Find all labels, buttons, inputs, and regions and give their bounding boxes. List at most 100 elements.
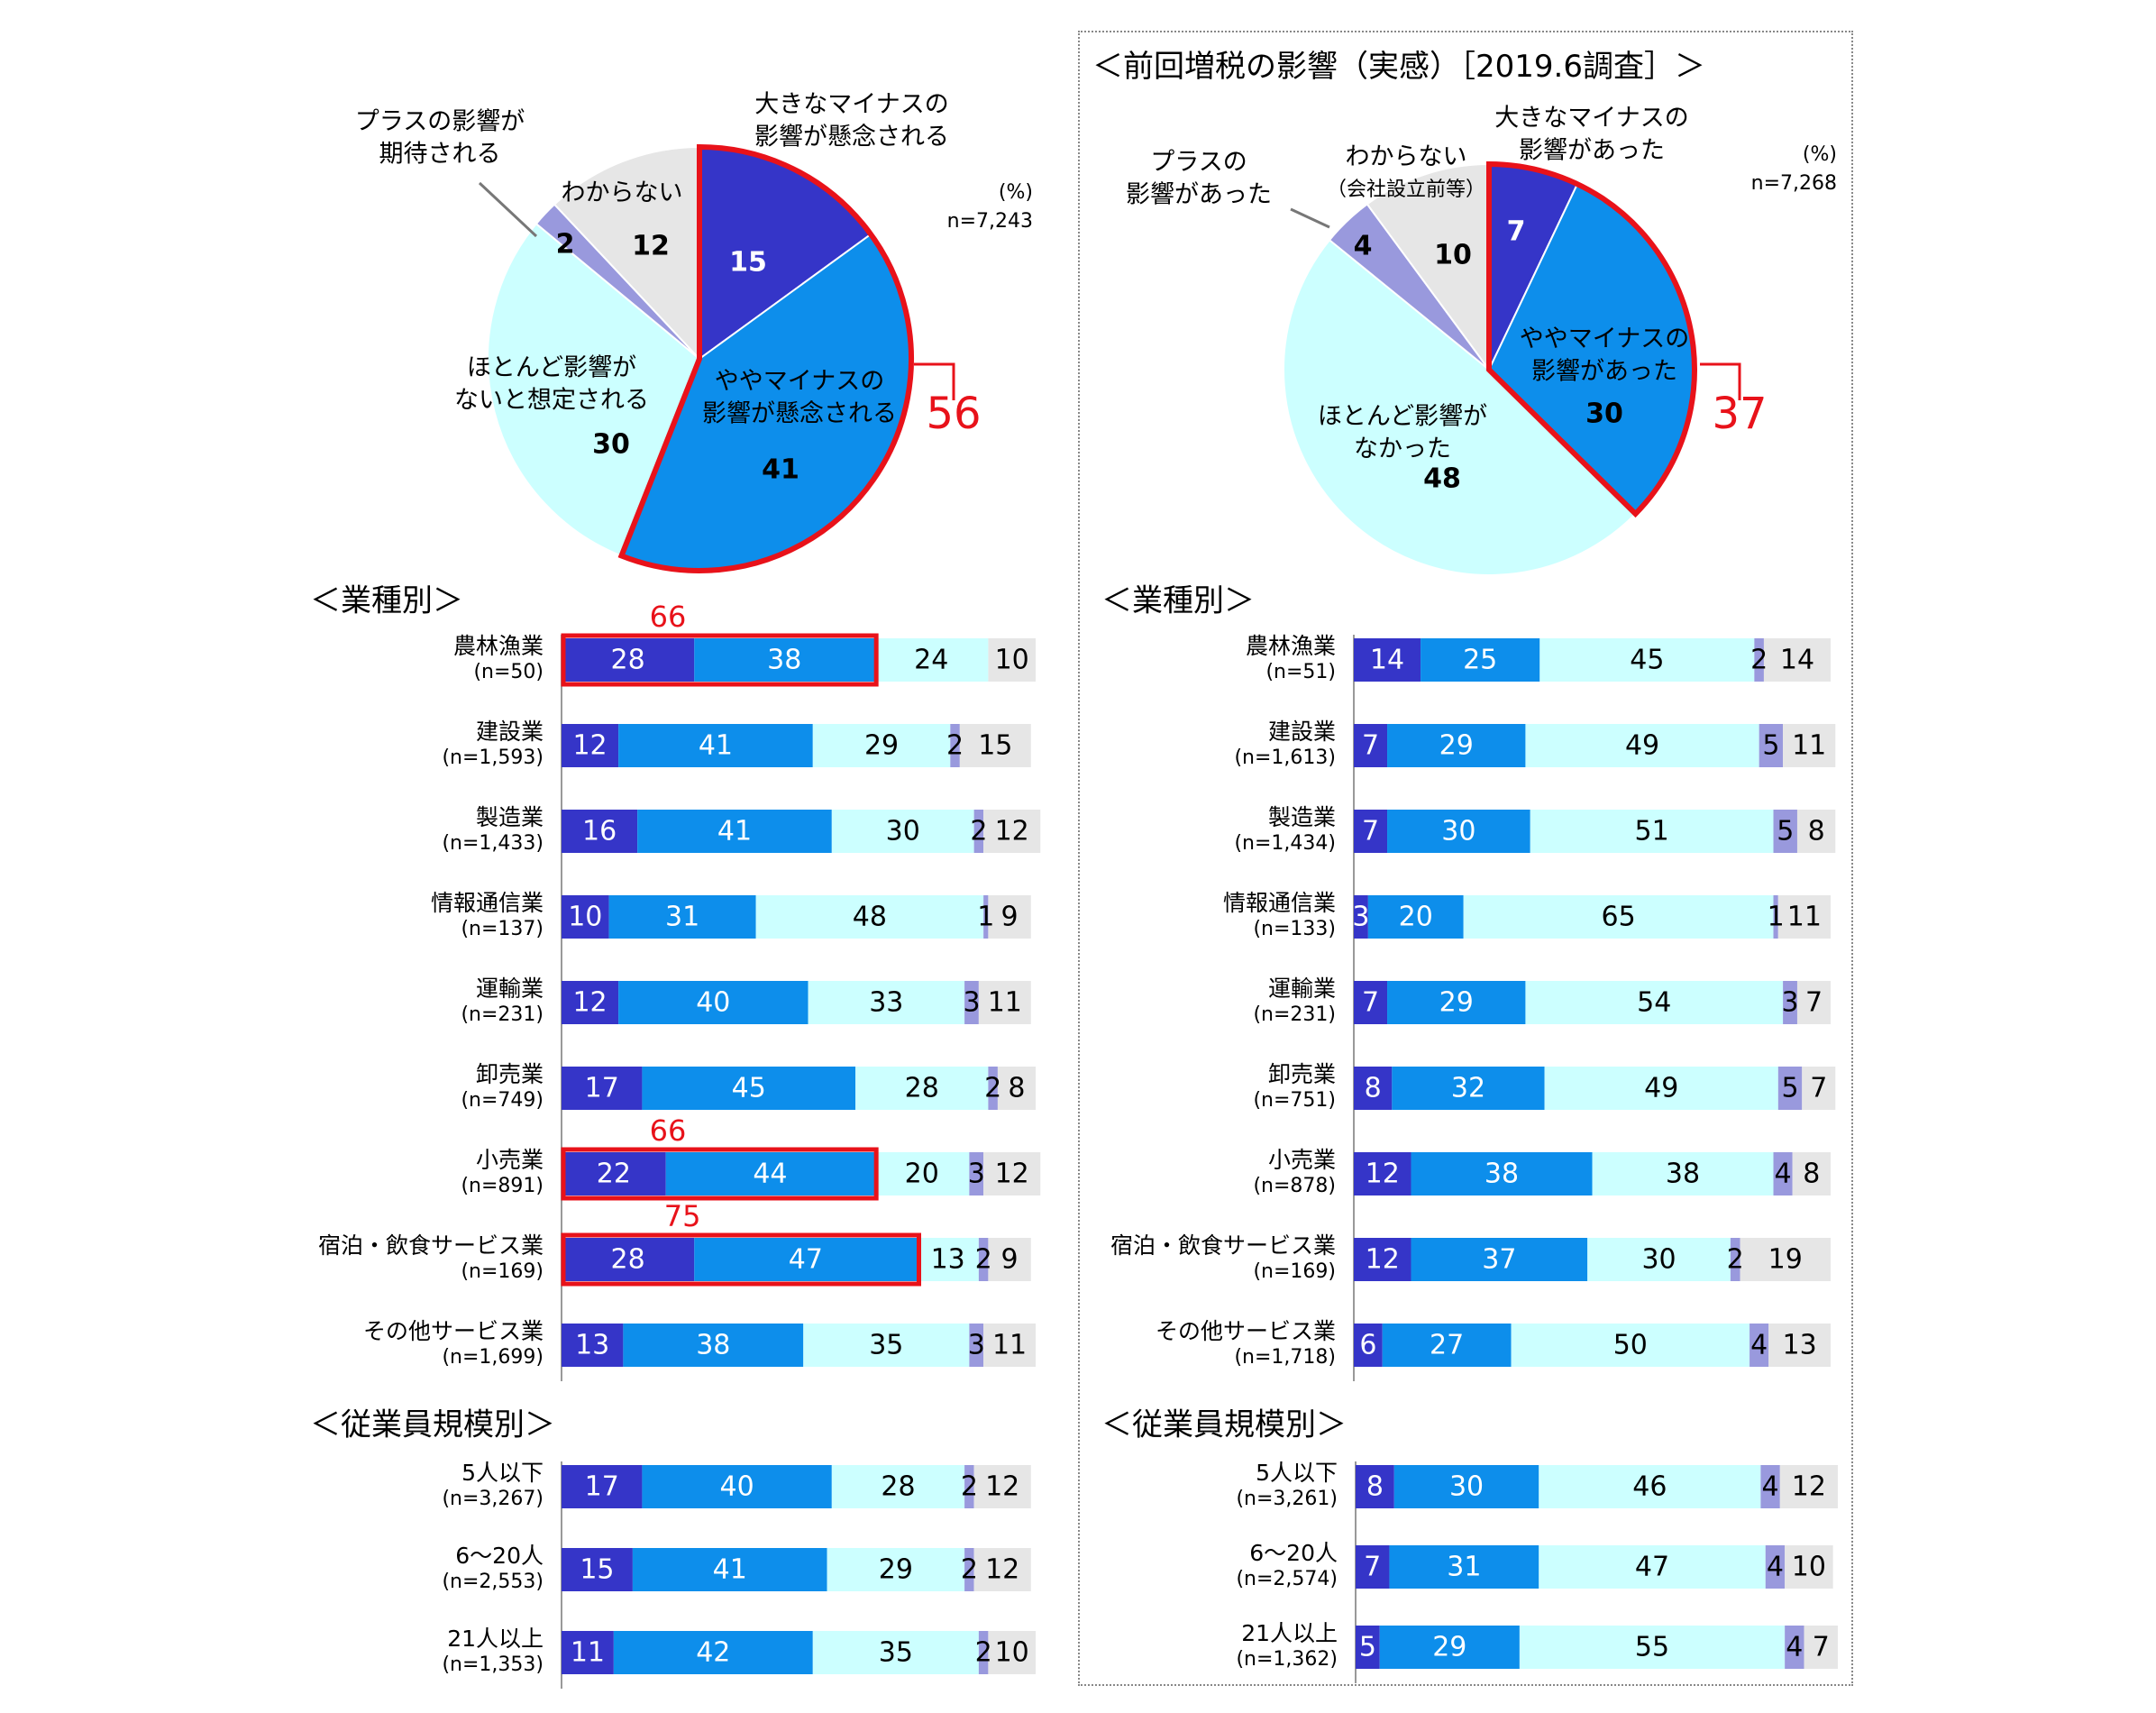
bar-value: 14 xyxy=(1370,645,1404,676)
bar-segment xyxy=(1777,1067,1803,1110)
bar-value: 29 xyxy=(864,730,899,762)
bar-segment xyxy=(1802,1067,1836,1110)
bar-segment xyxy=(1354,981,1388,1024)
bar-value: 3 xyxy=(968,1330,985,1361)
bar-segment xyxy=(1785,1626,1804,1669)
bar-value: 27 xyxy=(1430,1330,1464,1361)
pie-label-none: ほとんど影響が xyxy=(467,354,636,382)
section-title: ＜業種別＞ xyxy=(1101,583,1255,619)
bar-segment xyxy=(562,1548,633,1591)
bar-segment xyxy=(964,981,979,1024)
bar-value: 30 xyxy=(1449,1471,1484,1503)
bar-segment xyxy=(988,638,1036,682)
pie-label-unknown: わからない xyxy=(562,179,683,207)
category-sample-size: (n=1,434) xyxy=(1234,832,1336,855)
bar-segment xyxy=(988,1238,1031,1281)
bar-segment xyxy=(1354,638,1421,682)
bar-segment xyxy=(997,1067,1036,1110)
section-title: ＜従業員規模別＞ xyxy=(310,1407,555,1443)
pie-value-big_minus: 15 xyxy=(729,247,767,279)
category-label: 21人以上 xyxy=(447,1626,544,1652)
bar-value: 11 xyxy=(571,1637,605,1669)
bar-segment xyxy=(1387,724,1526,767)
bar-segment xyxy=(874,638,989,682)
bar-value: 22 xyxy=(597,1159,631,1190)
bar-value: 3 xyxy=(968,1159,985,1190)
bar-value: 11 xyxy=(1792,730,1826,762)
bar-segment xyxy=(694,638,875,682)
pie-label-none: なかった xyxy=(1354,435,1451,463)
category-label: 小売業 xyxy=(476,1147,544,1173)
bar-value: 10 xyxy=(995,645,1029,676)
bar-value: 49 xyxy=(1625,730,1659,762)
pie-label-big_minus: 大きなマイナスの xyxy=(1494,105,1688,133)
bar-segment xyxy=(632,1548,827,1591)
bar-value: 65 xyxy=(1602,902,1636,933)
pie-label-plus: 期待される xyxy=(379,141,501,169)
bar-segment xyxy=(1356,1626,1380,1669)
bar-segment xyxy=(1411,1238,1588,1281)
bar-segment xyxy=(917,1238,979,1281)
bar-value: 8 xyxy=(1808,816,1825,847)
bar-segment xyxy=(988,1067,998,1110)
bar-value: 30 xyxy=(1641,1244,1676,1276)
bar-value: 12 xyxy=(572,730,607,762)
bar-value: 9 xyxy=(1001,1244,1019,1276)
bar-value: 45 xyxy=(732,1073,766,1104)
category-label: 宿泊・飲食サービス業 xyxy=(1110,1232,1336,1259)
bar-value: 9 xyxy=(1001,902,1019,933)
bar-segment xyxy=(1382,1324,1512,1367)
bar-segment xyxy=(562,981,619,1024)
pie-unit-note: (%) xyxy=(999,181,1033,204)
bar-value: 10 xyxy=(995,1637,1029,1669)
bar-highlight-box xyxy=(561,1147,879,1201)
bar-value: 7 xyxy=(1362,987,1379,1019)
bar-value: 2 xyxy=(961,1554,978,1586)
bar-value: 5 xyxy=(1762,730,1779,762)
bar-segment xyxy=(562,810,638,853)
bar-segment xyxy=(1544,1067,1778,1110)
section-title: ＜業種別＞ xyxy=(310,583,463,619)
category-label: 5人以下 xyxy=(1256,1460,1338,1486)
bar-segment xyxy=(1389,1545,1539,1589)
bar-segment xyxy=(1356,1545,1390,1589)
bar-value: 8 xyxy=(1803,1159,1820,1190)
pie-leader-line xyxy=(478,181,538,238)
bar-segment xyxy=(973,1548,1031,1591)
bar-segment xyxy=(562,1465,643,1508)
bar-segment xyxy=(1796,981,1831,1024)
bar-segment xyxy=(562,1631,614,1674)
bar-segment xyxy=(1783,724,1836,767)
pie-value-unknown: 12 xyxy=(632,231,670,262)
bar-segment xyxy=(637,810,832,853)
bar-value: 12 xyxy=(995,816,1029,847)
pie-label-plus: プラスの影響が xyxy=(355,108,525,136)
category-label: その他サービス業 xyxy=(1156,1318,1336,1344)
bar-value: 10 xyxy=(568,902,602,933)
category-label: 情報通信業 xyxy=(431,890,544,916)
pie-value-small_minus: 41 xyxy=(762,454,799,486)
category-sample-size: (n=1,613) xyxy=(1234,747,1336,769)
category-sample-size: (n=50) xyxy=(473,661,544,683)
pie-label-unknown: （会社設立前等） xyxy=(1327,179,1485,201)
category-sample-size: (n=231) xyxy=(1253,1003,1336,1026)
bar-segment xyxy=(808,981,965,1024)
bar-segment xyxy=(562,895,609,939)
bar-segment xyxy=(831,1465,965,1508)
bar-segment xyxy=(1393,1465,1539,1508)
pie-highlight-outline xyxy=(617,143,915,573)
category-label: 卸売業 xyxy=(476,1061,544,1087)
bar-segment xyxy=(1525,981,1784,1024)
bar-segment xyxy=(988,895,1031,939)
bar-segment xyxy=(1421,638,1540,682)
bar-value: 25 xyxy=(1463,645,1497,676)
bar-value: 13 xyxy=(931,1244,965,1276)
bar-value: 12 xyxy=(572,987,607,1019)
pie-label-big_minus: 影響が懸念される xyxy=(754,124,949,151)
bar-value: 28 xyxy=(881,1471,915,1503)
bar-value: 20 xyxy=(905,1159,939,1190)
bar-segment xyxy=(978,1238,989,1281)
bar-value: 12 xyxy=(1792,1471,1826,1503)
bar-segment xyxy=(623,1324,804,1367)
pie-label-big_minus: 大きなマイナスの xyxy=(754,91,948,119)
